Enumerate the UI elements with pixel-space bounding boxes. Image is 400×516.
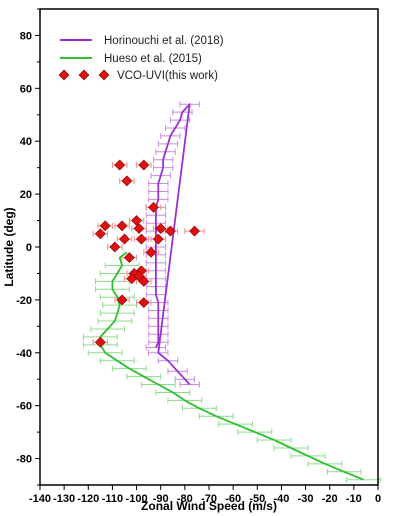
- legend-diamond: [58, 69, 70, 81]
- y-tick-label: 60: [20, 83, 32, 95]
- legend-swatch-vco: [58, 69, 110, 81]
- y-axis: -80 -60 -40 -20 0 20 40 60 80: [16, 8, 40, 486]
- x-tick-label: -130: [53, 493, 75, 505]
- vco-marker: [148, 201, 159, 213]
- legend-label-vco: VCO-UVI(this work): [117, 70, 218, 82]
- vco-marker: [121, 175, 133, 187]
- y-tick-label: 80: [20, 30, 32, 42]
- vco-marker: [155, 223, 167, 234]
- x-tick-label: -40: [273, 493, 289, 505]
- legend: Horinouchi et al. (2018) Hueso et al. (2…: [58, 35, 224, 82]
- y-tick-label: -20: [16, 295, 32, 307]
- x-tick-label: -90: [153, 493, 169, 505]
- vco-marker: [119, 233, 130, 245]
- x-axis-label: Zonal Wind Speed (m/s): [141, 499, 277, 513]
- x-axis: -140 -130 -120 -110 -100 -90 -80 -70 -60 -50 -40 -3…: [29, 485, 381, 505]
- vco-marker: [145, 246, 157, 258]
- x-tick-label: -30: [298, 493, 314, 505]
- vco-marker: [152, 233, 164, 245]
- legend-label-horinouchi: Horinouchi et al. (2018): [104, 35, 224, 47]
- vco-marker: [123, 252, 135, 264]
- x-tick-label: -10: [346, 493, 362, 505]
- data-markers: [94, 159, 200, 348]
- legend-label-hueso: Hueso et al. (2015): [104, 53, 202, 65]
- vco-marker: [116, 220, 128, 232]
- vco-marker: [189, 225, 200, 237]
- x-tick-label: -20: [322, 493, 338, 505]
- x-tick-label: -100: [126, 493, 148, 505]
- x-tick-label: -80: [177, 493, 193, 505]
- y-tick-label: -40: [16, 348, 32, 360]
- hueso-error-bar: [346, 476, 381, 483]
- vco-marker: [126, 273, 138, 285]
- x-tick-label: -70: [201, 493, 217, 505]
- hueso-line: [99, 251, 364, 481]
- y-tick-label: 20: [20, 189, 32, 201]
- vco-marker: [138, 159, 150, 171]
- vco-marker: [94, 336, 106, 348]
- x-tick-label: -110: [102, 493, 123, 505]
- x-tick-label: -120: [77, 493, 99, 505]
- error-bars: [82, 101, 381, 483]
- vco-marker: [138, 297, 150, 308]
- vco-marker: [99, 220, 111, 232]
- x-tick-label: -50: [249, 493, 265, 505]
- vco-marker: [131, 215, 142, 226]
- vco-marker: [138, 275, 150, 287]
- vco-marker: [114, 159, 126, 171]
- x-tick-label: -60: [225, 493, 241, 505]
- vco-marker: [133, 223, 145, 234]
- vco-marker: [164, 225, 176, 237]
- y-tick-label: -80: [16, 454, 32, 466]
- vco-marker: [116, 294, 128, 306]
- legend-diamond: [78, 69, 90, 81]
- x-tick-label: 0: [375, 493, 381, 505]
- y-tick-label: 40: [20, 136, 32, 148]
- y-tick-label: -60: [16, 401, 32, 413]
- vco-marker: [109, 241, 121, 253]
- y-axis-label: Latitude (deg): [2, 207, 16, 286]
- x-tick-label: -140: [29, 493, 51, 505]
- vco-marker: [135, 233, 147, 245]
- profile-lines: [99, 103, 364, 481]
- y-tick-label: 0: [26, 242, 32, 254]
- vco-marker: [94, 228, 106, 240]
- legend-diamond: [98, 69, 110, 81]
